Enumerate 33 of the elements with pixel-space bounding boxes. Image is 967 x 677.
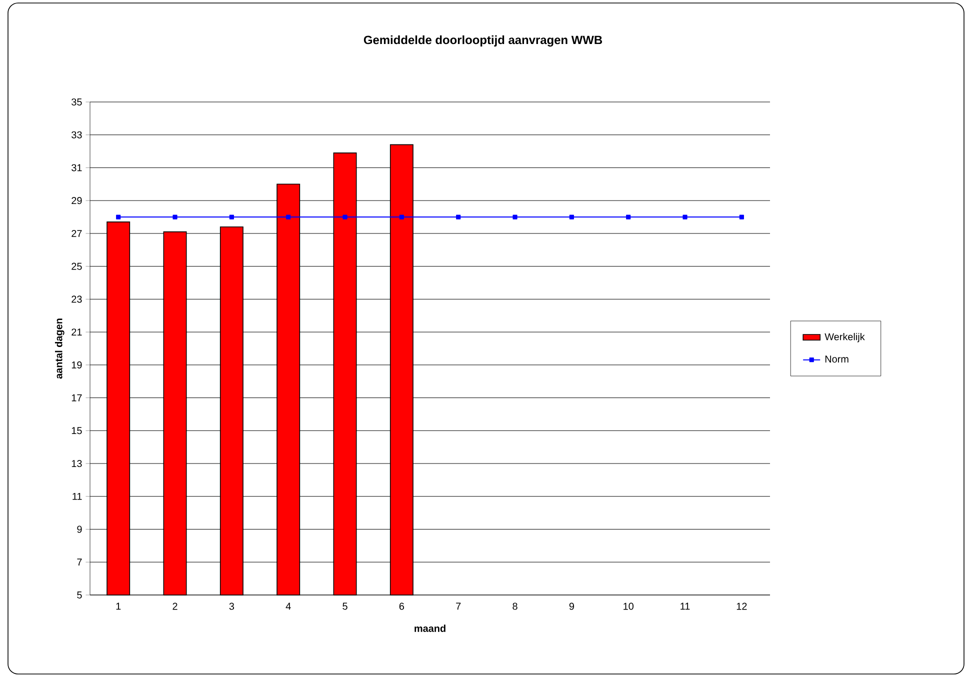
x-tick-label: 4 <box>286 602 291 610</box>
x-tick-label: 11 <box>680 602 690 610</box>
y-tick-label: 7 <box>77 558 82 566</box>
x-tick-label: 12 <box>736 602 747 610</box>
legend-label: Werkelijk <box>824 332 865 342</box>
y-tick-label: 33 <box>72 131 82 138</box>
y-tick-label: 35 <box>72 98 82 106</box>
x-axis-title: maand <box>414 624 446 632</box>
y-tick-label: 25 <box>72 262 82 270</box>
x-tick-label: 7 <box>456 602 461 610</box>
x-tick-label: 1 <box>116 602 121 610</box>
y-tick-label: 9 <box>77 526 82 533</box>
y-tick-label: 11 <box>72 492 82 500</box>
y-axis-title: aantal dagen <box>54 318 64 379</box>
y-tick-label: 23 <box>72 296 82 303</box>
x-tick-label: 9 <box>569 602 574 610</box>
y-tick-label: 5 <box>77 592 82 598</box>
y-tick-label: 19 <box>72 361 82 368</box>
y-tick-label: 17 <box>72 394 82 402</box>
x-tick-label: 3 <box>229 602 234 610</box>
legend-label: Norm <box>825 356 848 363</box>
x-tick-label: 5 <box>342 602 348 610</box>
y-tick-label: 27 <box>72 230 82 237</box>
y-tick-label: 31 <box>72 164 82 172</box>
x-tick-label: 6 <box>399 602 404 610</box>
x-tick-label: 10 <box>624 602 634 610</box>
x-tick-label: 8 <box>512 602 518 610</box>
y-tick-label: 15 <box>72 427 82 434</box>
y-tick-label: 21 <box>72 328 82 336</box>
y-tick-label: 29 <box>72 197 82 204</box>
y-tick-label: 13 <box>72 460 82 468</box>
chart-title: Gemiddelde doorlooptijd aanvragen WWB <box>364 35 602 47</box>
x-tick-label: 2 <box>172 602 178 610</box>
